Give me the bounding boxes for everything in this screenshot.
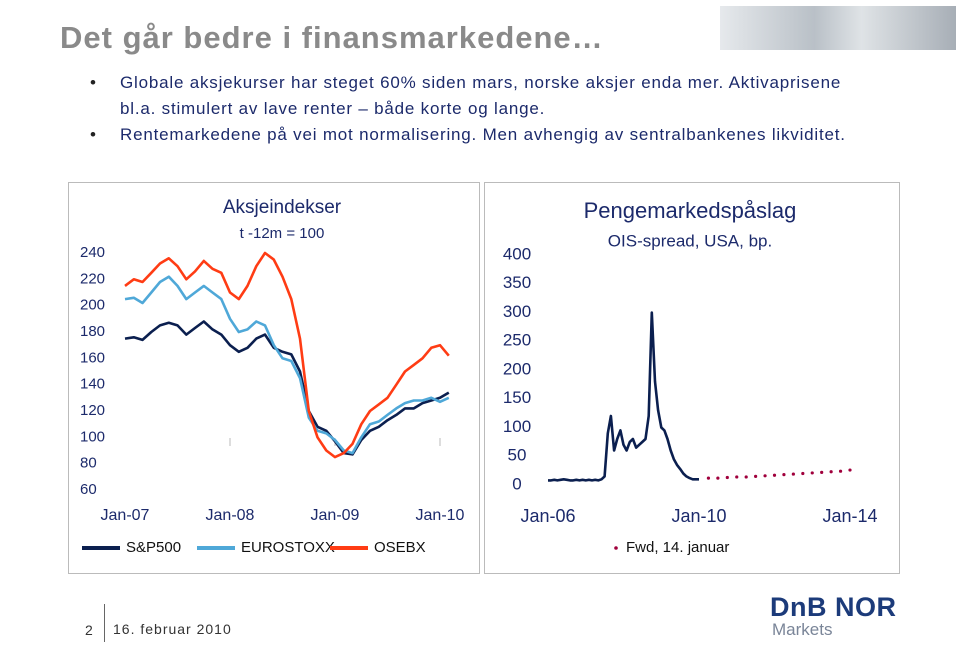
- x-tick-label: Jan-08: [206, 507, 255, 524]
- forward-point: [810, 471, 814, 475]
- forward-point: [801, 471, 805, 476]
- legend-label: EUROSTOXX: [241, 539, 335, 556]
- bullet: Globale aksjekurser har steget 60% siden…: [90, 70, 870, 122]
- forward-point: [754, 474, 758, 478]
- y-tick-label: 250: [503, 331, 531, 350]
- y-tick-label: 220: [80, 270, 105, 287]
- chart-subtitle: OIS-spread, USA, bp.: [608, 231, 772, 250]
- y-tick-label: 400: [503, 244, 531, 263]
- legend-label: S&P500: [126, 539, 181, 556]
- forward-point: [725, 475, 729, 480]
- bullet-list: Globale aksjekurser har steget 60% siden…: [90, 70, 870, 148]
- chart-subtitle: t -12m = 100: [240, 225, 325, 242]
- forward-point: [820, 470, 824, 474]
- y-tick-label: 60: [80, 481, 97, 498]
- y-tick-label: 180: [80, 323, 105, 340]
- chart-frame: [68, 182, 480, 574]
- x-tick-label: Jan-14: [822, 506, 877, 526]
- footer-date: 16. februar 2010: [113, 621, 232, 637]
- y-tick-label: 80: [80, 455, 97, 472]
- forward-point: [848, 468, 852, 472]
- bullet: Rentemarkedene på vei mot normalisering.…: [90, 122, 870, 148]
- y-tick-label: 120: [80, 402, 105, 419]
- x-tick-label: Jan-07: [101, 507, 150, 524]
- y-tick-label: 0: [512, 474, 521, 493]
- y-tick-label: 200: [80, 297, 105, 314]
- slide-title: Det går bedre i finansmarkedene…: [60, 20, 604, 55]
- y-tick-label: 240: [80, 244, 105, 261]
- legend-swatch: [614, 546, 618, 550]
- forward-point: [716, 476, 720, 480]
- series-line: [124, 275, 450, 455]
- series-line: [124, 251, 450, 459]
- chart-title: Pengemarkedspåslag: [584, 198, 797, 223]
- forward-point: [763, 474, 767, 478]
- y-tick-label: 200: [503, 359, 531, 378]
- y-tick-label: 100: [503, 417, 531, 436]
- y-tick-label: 100: [80, 428, 105, 445]
- forward-point: [706, 476, 711, 480]
- y-tick-label: 160: [80, 349, 105, 366]
- forward-point: [782, 473, 786, 477]
- logo-sub: Markets: [772, 620, 833, 639]
- forward-point: [829, 470, 833, 474]
- forward-point: [838, 469, 843, 473]
- x-tick-label: Jan-10: [671, 506, 726, 526]
- y-tick-label: 350: [503, 273, 531, 292]
- legend-label: Fwd, 14. januar: [626, 539, 729, 556]
- y-tick-label: 50: [508, 446, 527, 465]
- y-tick-label: 300: [503, 302, 531, 321]
- y-tick-label: 140: [80, 376, 105, 393]
- x-tick-label: Jan-09: [311, 507, 360, 524]
- x-tick-label: Jan-10: [416, 507, 465, 524]
- forward-point: [791, 472, 795, 476]
- chart-frame: [484, 182, 900, 574]
- chart-title: Aksjeindekser: [223, 197, 342, 218]
- forward-point: [772, 473, 777, 477]
- series-line: [548, 311, 699, 482]
- page-number: 2: [85, 622, 93, 638]
- forward-point: [744, 475, 748, 479]
- header-photo: [720, 6, 956, 50]
- legend-label: OSEBX: [374, 539, 426, 556]
- forward-point: [735, 475, 739, 479]
- series-line: [124, 320, 450, 456]
- separator: [104, 604, 105, 642]
- x-tick-label: Jan-06: [520, 506, 575, 526]
- y-tick-label: 150: [503, 388, 531, 407]
- logo: DnB NOR: [770, 592, 897, 622]
